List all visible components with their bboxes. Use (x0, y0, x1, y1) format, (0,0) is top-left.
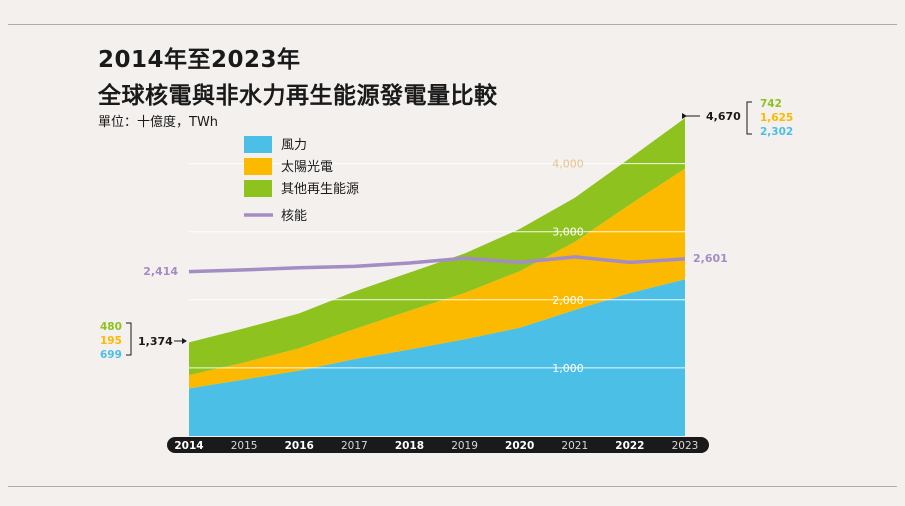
x-tick-label: 2014 (174, 440, 203, 452)
y-tick-label: 2,000 (552, 294, 584, 307)
x-tick-label: 2016 (285, 440, 314, 452)
legend-swatch-solar (244, 158, 272, 175)
x-tick-label: 2023 (672, 440, 699, 452)
legend-label-other: 其他再生能源 (281, 182, 359, 197)
legend-label-solar: 太陽光電 (281, 160, 333, 175)
start-total-label: 1,374 (138, 335, 173, 348)
end-total-label: 4,670 (706, 110, 741, 123)
end-breakdown-value: 742 (760, 98, 782, 110)
end-breakdown-value: 1,625 (760, 112, 793, 124)
legend-label-wind: 風力 (281, 138, 307, 153)
start-arrow-head (182, 338, 187, 344)
chart-title: 全球核電與非水力再生能源發電量比較 (98, 83, 498, 109)
start-breakdown-value: 195 (100, 335, 122, 347)
nuclear-end-label: 2,601 (693, 252, 728, 265)
area-solar (189, 168, 685, 389)
x-tick-label: 2021 (561, 440, 588, 452)
end-arrow-head (682, 113, 687, 119)
area-other (189, 118, 685, 376)
x-tick-label: 2018 (395, 440, 424, 452)
y-tick-label: 1,000 (552, 362, 584, 375)
end-breakdown-value: 2,302 (760, 126, 793, 138)
legend-label-nuclear: 核能 (281, 209, 307, 224)
end-bracket (746, 101, 752, 135)
x-tick-label: 2017 (341, 440, 368, 452)
x-tick-label: 2022 (615, 440, 644, 452)
chart-title-years: 2014年至2023年 (98, 47, 301, 73)
top-rule (8, 24, 897, 25)
legend-swatch-other (244, 180, 272, 197)
start-bracket (126, 322, 132, 356)
legend-swatch-wind (244, 136, 272, 153)
y-tick-label: 4,000 (552, 158, 584, 171)
bottom-rule (8, 486, 897, 487)
nuclear-line (188, 255, 686, 274)
start-breakdown-value: 699 (100, 349, 122, 361)
unit-label: 單位：十億度，TWh (98, 115, 219, 130)
y-tick-label: 3,000 (552, 226, 584, 239)
start-breakdown-value: 480 (100, 321, 122, 333)
area-wind (189, 279, 685, 436)
x-axis-bar (167, 437, 709, 453)
x-tick-label: 2019 (451, 440, 478, 452)
x-tick-label: 2020 (505, 440, 534, 452)
x-tick-label: 2015 (231, 440, 258, 452)
nuclear-start-label: 2,414 (143, 265, 178, 278)
